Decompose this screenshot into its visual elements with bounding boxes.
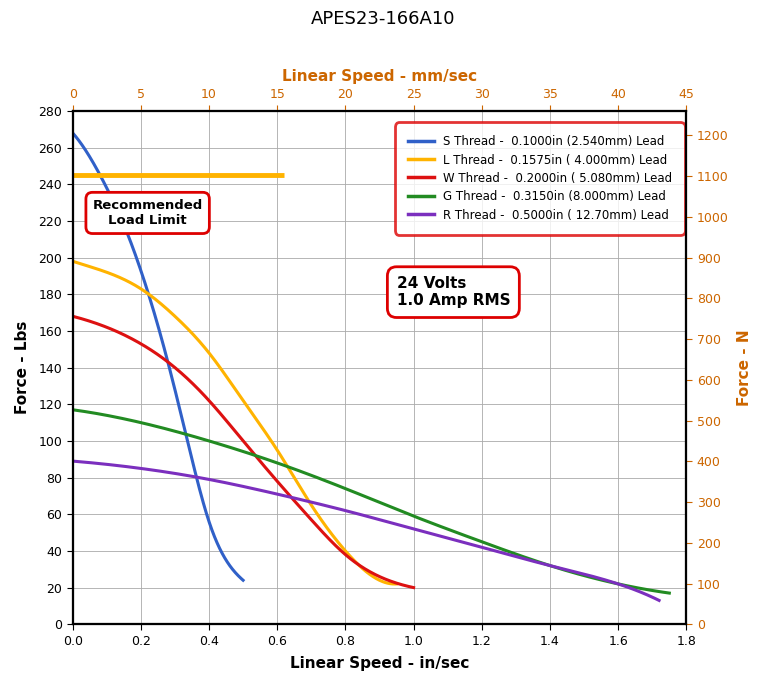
X-axis label: Linear Speed - in/sec: Linear Speed - in/sec bbox=[290, 656, 469, 671]
Legend: S Thread -  0.1000in (2.540mm) Lead, L Thread -  0.1575in ( 4.000mm) Lead, W Thr: S Thread - 0.1000in (2.540mm) Lead, L Th… bbox=[400, 127, 680, 230]
Text: APES23-166A10: APES23-166A10 bbox=[311, 10, 456, 28]
X-axis label: Linear Speed - mm/sec: Linear Speed - mm/sec bbox=[282, 69, 477, 84]
Y-axis label: Force - Lbs: Force - Lbs bbox=[15, 321, 30, 414]
Text: Recommended
Load Limit: Recommended Load Limit bbox=[93, 199, 202, 227]
Y-axis label: Force - N: Force - N bbox=[737, 329, 752, 406]
Text: 24 Volts
1.0 Amp RMS: 24 Volts 1.0 Amp RMS bbox=[397, 276, 510, 308]
